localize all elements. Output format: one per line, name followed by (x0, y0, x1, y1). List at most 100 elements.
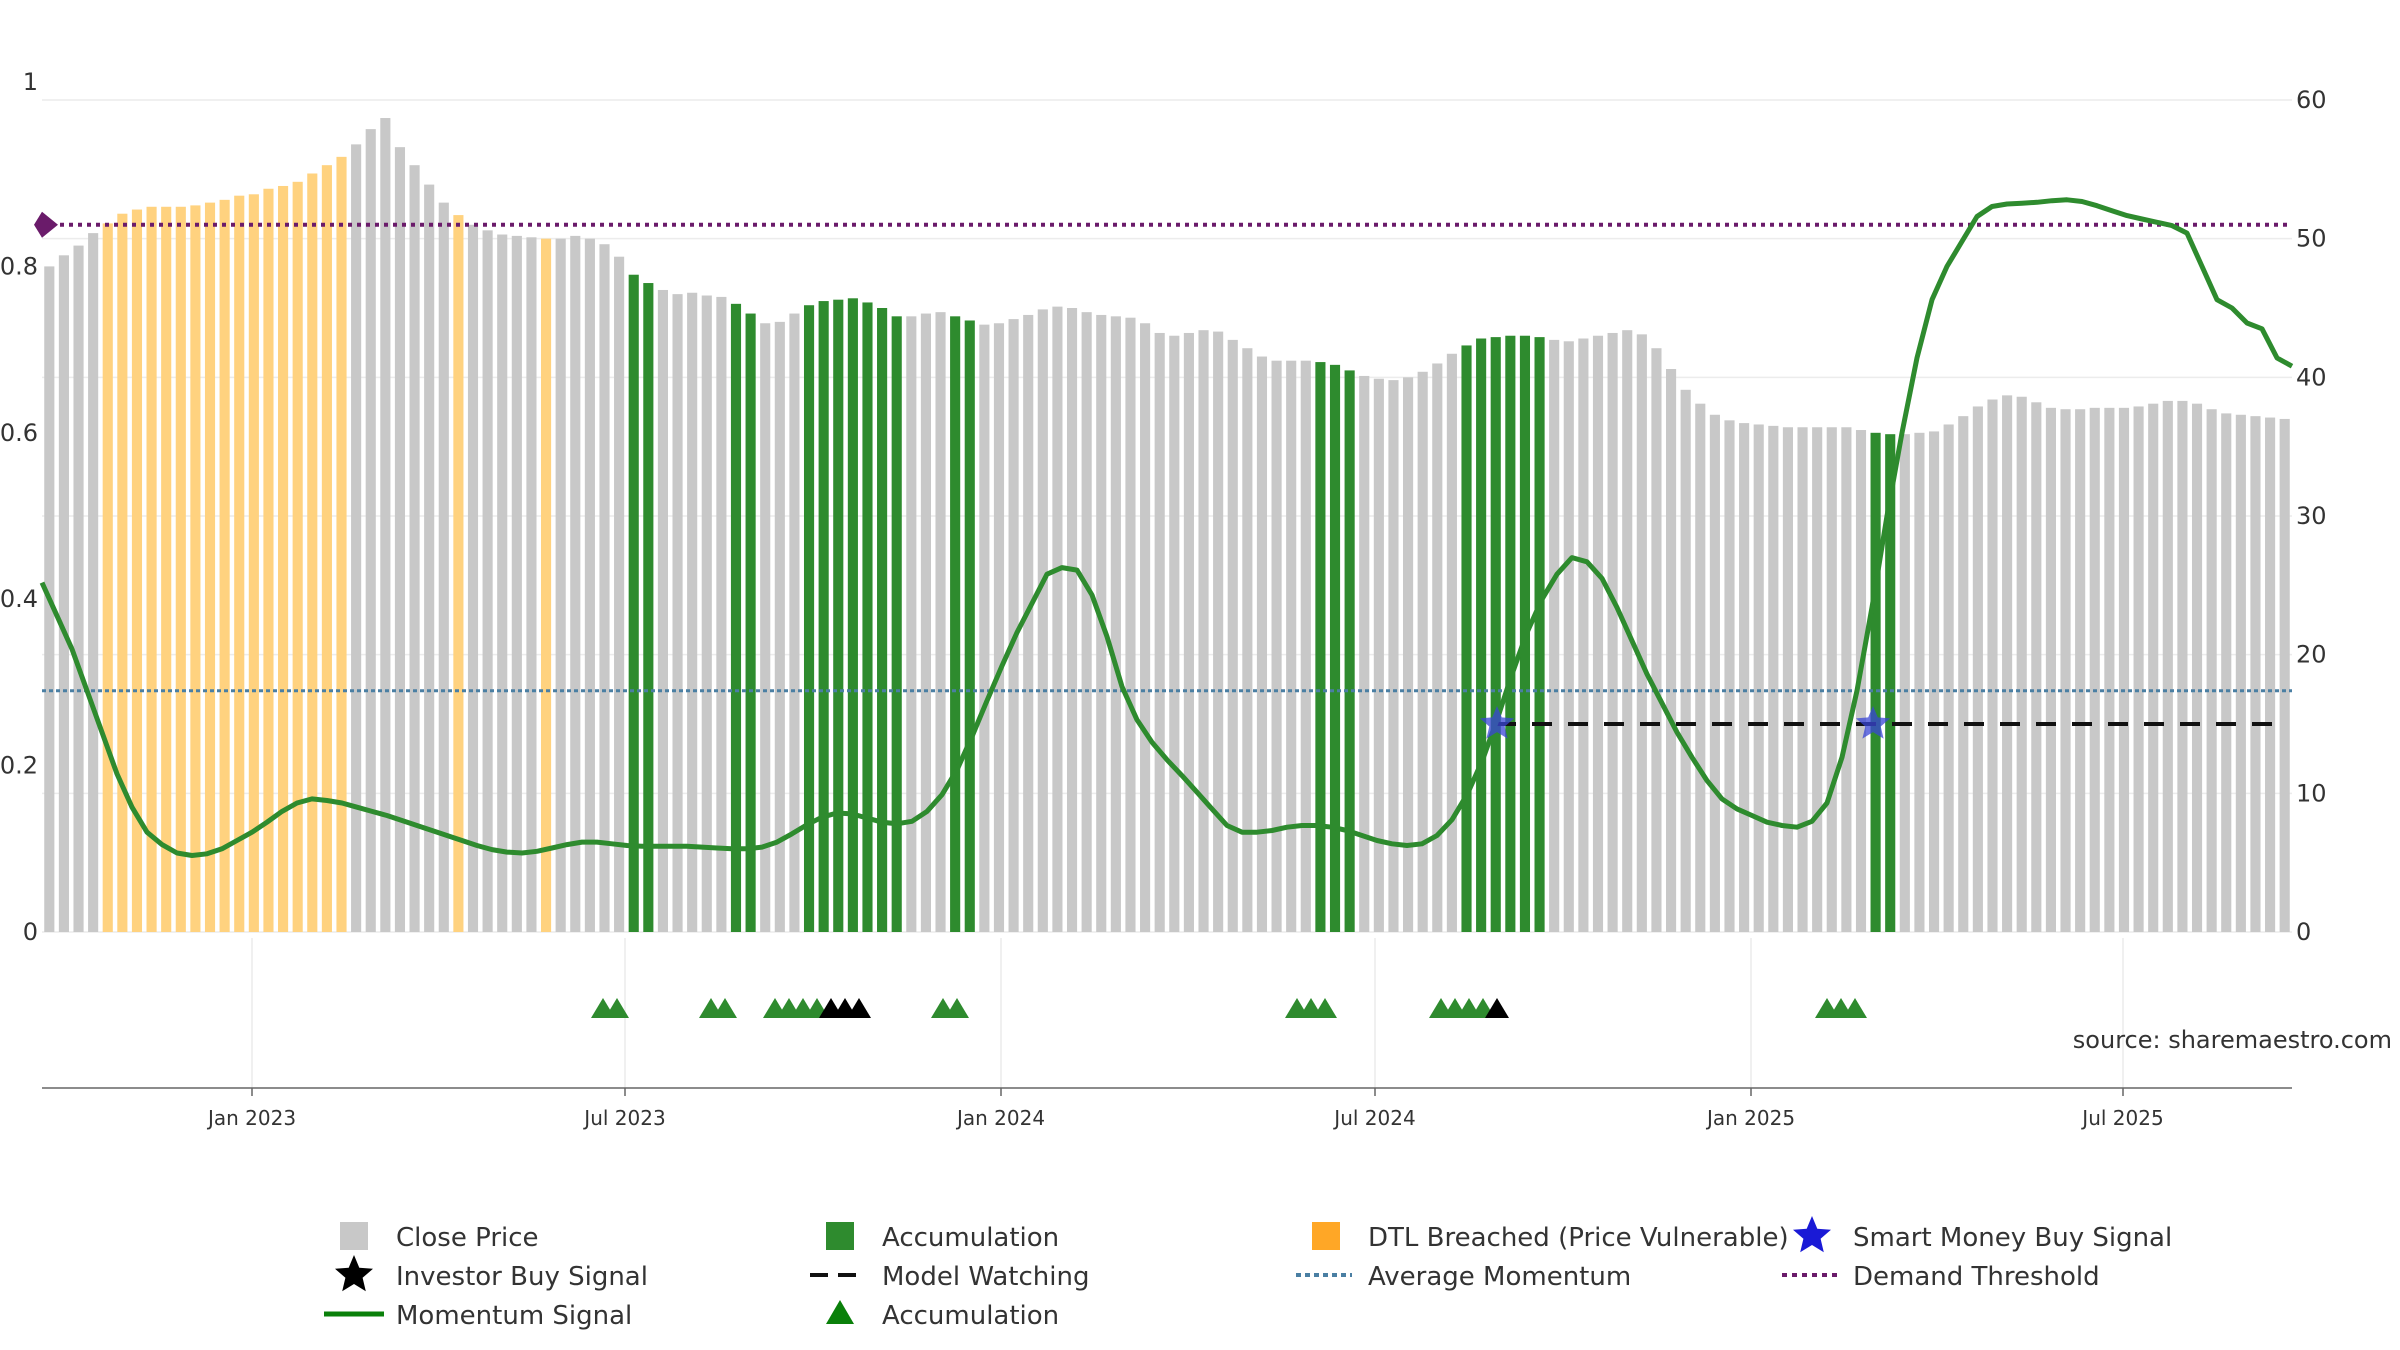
bar (920, 313, 931, 933)
bar (1490, 337, 1501, 932)
bar (58, 255, 69, 933)
x-tick-label: Jan 2024 (955, 1106, 1045, 1130)
bar (526, 237, 537, 932)
bar (1125, 317, 1136, 932)
bar (175, 206, 186, 933)
bar (1797, 427, 1808, 932)
bar (1578, 338, 1589, 932)
bar (1242, 348, 1253, 932)
bar (803, 305, 815, 932)
bar (672, 294, 683, 933)
bar (599, 244, 610, 933)
bar (1271, 360, 1282, 932)
investor-signal-triangle (1485, 998, 1509, 1018)
bar (1563, 341, 1574, 932)
bar (73, 245, 84, 933)
bar (2148, 403, 2159, 932)
bar (1636, 334, 1647, 932)
bar (1183, 332, 1194, 933)
bar (131, 209, 143, 933)
bar (204, 202, 216, 932)
investor-signal-triangle (847, 998, 871, 1018)
bar (1899, 434, 1910, 932)
y-left-tick-label: 0.8 (0, 252, 38, 280)
bar (1140, 323, 1151, 933)
bar (161, 206, 172, 933)
bar (877, 308, 888, 932)
bar (248, 194, 259, 932)
legend-investor-star (335, 1255, 373, 1292)
bar (1826, 427, 1837, 932)
y-right-tick-label: 30 (2296, 502, 2327, 530)
bar (891, 316, 902, 932)
bar (1534, 337, 1545, 932)
bar (1607, 332, 1618, 933)
legend-smart-money-label: Smart Money Buy Signal (1853, 1223, 2172, 1253)
bar (88, 233, 99, 932)
bar (351, 144, 362, 932)
bar (906, 316, 917, 932)
bar (1169, 335, 1180, 932)
bar (424, 184, 435, 932)
accumulation-triangles (591, 998, 1867, 1018)
bar (555, 238, 566, 932)
signal-markers (1479, 706, 1891, 739)
bar (2045, 407, 2056, 933)
bar (1943, 424, 1954, 932)
bar (1066, 308, 1078, 932)
bar (964, 320, 975, 933)
bar (394, 147, 406, 932)
bar (1505, 335, 1516, 932)
smart-money-signal (1855, 706, 1891, 739)
bar (1417, 371, 1428, 933)
bar (1198, 330, 1209, 933)
bar (1724, 420, 1735, 932)
bar (2177, 400, 2188, 932)
legend-accumulation-swatch (826, 1222, 854, 1250)
accumulation-triangle (1843, 998, 1867, 1018)
x-tick-label: Jan 2025 (1705, 1106, 1795, 1130)
bar (292, 181, 303, 932)
bar (847, 298, 858, 932)
bar (497, 234, 508, 933)
bar (1665, 369, 1677, 933)
bar (2002, 395, 2013, 932)
bar (1739, 423, 1750, 932)
bar (146, 206, 157, 933)
bar (1403, 377, 1414, 932)
y-left-tick-label: 0.6 (0, 419, 38, 447)
bar (321, 165, 332, 932)
x-tick-label: Jul 2024 (1332, 1106, 1415, 1130)
bar (511, 235, 522, 933)
bar (380, 118, 391, 932)
bar (190, 205, 201, 933)
bar (950, 316, 961, 932)
bar (979, 324, 990, 932)
accumulation-triangle (1313, 998, 1337, 1018)
bar (833, 299, 844, 932)
reference-lines (34, 211, 2292, 726)
bar (2075, 409, 2086, 932)
bar (1037, 309, 1048, 932)
accumulation-triangle (945, 998, 969, 1018)
bar (1782, 427, 1794, 932)
bar (1841, 427, 1852, 932)
bar (1885, 434, 1896, 932)
accumulation-triangle (605, 998, 629, 1018)
bar (730, 303, 742, 933)
bar (1008, 319, 1019, 932)
bar (2279, 418, 2290, 932)
bar (2031, 402, 2042, 932)
x-tick-label: Jul 2023 (582, 1106, 665, 1130)
bar (628, 274, 639, 933)
y-right-tick-label: 10 (2296, 779, 2327, 807)
bar (1592, 335, 1604, 932)
bar (1213, 331, 1224, 932)
bar (2089, 407, 2100, 933)
bar (1914, 432, 1925, 932)
bar (789, 313, 800, 933)
bar (614, 256, 625, 932)
bar (1753, 424, 1764, 932)
x-tick-label: Jul 2025 (2080, 1106, 2163, 1130)
